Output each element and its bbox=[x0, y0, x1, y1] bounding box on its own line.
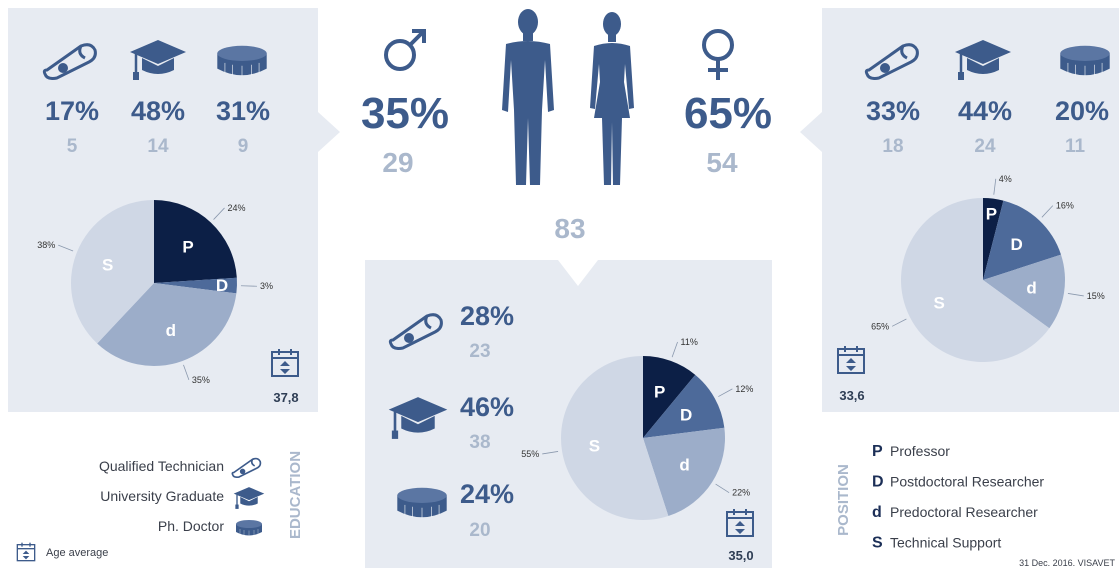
slice-letter: P bbox=[182, 238, 193, 257]
age-legend: Age average bbox=[46, 547, 108, 559]
slice-value-label: 12% bbox=[735, 384, 753, 394]
slice-value-label: 4% bbox=[999, 174, 1012, 184]
stat-percent: 44% bbox=[958, 96, 1012, 126]
age-average: 35,0 bbox=[728, 548, 753, 563]
age-average: 33,6 bbox=[839, 388, 864, 403]
stat-count: 5 bbox=[67, 136, 78, 157]
slice-value-label: 55% bbox=[521, 449, 539, 459]
slice-value-label: 11% bbox=[681, 337, 698, 347]
legend-title: EDUCATION bbox=[287, 451, 304, 539]
graduate-icon bbox=[234, 487, 265, 509]
stat-count: 24 bbox=[974, 136, 996, 157]
doctor-icon bbox=[1060, 46, 1109, 76]
slice-letter: D bbox=[680, 405, 692, 424]
doctor-icon bbox=[397, 488, 446, 518]
slice-letter: d bbox=[679, 455, 689, 474]
legend-label: Technical Support bbox=[890, 535, 1001, 551]
footer: 31 Dec. 2016. VISAVET bbox=[1019, 558, 1115, 568]
legend-label: Ph. Doctor bbox=[158, 518, 224, 534]
leader-line bbox=[241, 286, 257, 287]
legend-label: Postdoctoral Researcher bbox=[890, 474, 1044, 490]
male-count: 29 bbox=[382, 147, 413, 178]
male-symbol bbox=[386, 31, 424, 69]
slice-letter: d bbox=[1026, 279, 1036, 298]
stat-percent: 31% bbox=[216, 96, 270, 126]
slice-letter: S bbox=[102, 256, 113, 275]
age-icon bbox=[17, 543, 34, 561]
slice-letter: P bbox=[654, 383, 665, 402]
infographic: 17% 48% 31% 5 14 9 37,8 33% 44% 20% 18 2… bbox=[0, 0, 1119, 569]
stat-count: 11 bbox=[1065, 136, 1086, 157]
legend-letter: S bbox=[872, 535, 883, 552]
slice-value-label: 22% bbox=[732, 488, 750, 498]
legend-label: Predoctoral Researcher bbox=[890, 504, 1038, 520]
legend-title: POSITION bbox=[835, 464, 852, 536]
male-figure bbox=[502, 9, 554, 185]
female-symbol bbox=[704, 31, 732, 80]
slice-letter: d bbox=[166, 321, 176, 340]
slice-value-label: 3% bbox=[260, 281, 273, 291]
age-average: 37,8 bbox=[273, 390, 298, 405]
stat-count: 14 bbox=[147, 136, 169, 157]
male-percent: 35% bbox=[361, 89, 449, 138]
stat-count: 38 bbox=[469, 432, 490, 453]
doctor-icon bbox=[217, 46, 266, 76]
legend-letter: D bbox=[872, 474, 884, 491]
stat-count: 9 bbox=[238, 136, 249, 157]
female-figure bbox=[590, 12, 634, 185]
stat-percent: 48% bbox=[131, 96, 185, 126]
stat-percent: 33% bbox=[866, 96, 920, 126]
slice-value-label: 38% bbox=[37, 240, 55, 250]
stat-percent: 17% bbox=[45, 96, 99, 126]
female-percent: 65% bbox=[684, 89, 772, 138]
slice-letter: P bbox=[986, 204, 997, 223]
slice-value-label: 24% bbox=[228, 203, 246, 213]
doctor-icon bbox=[236, 520, 262, 536]
legend-label: Qualified Technician bbox=[99, 458, 224, 474]
stat-percent: 20% bbox=[1055, 96, 1109, 126]
stat-percent: 28% bbox=[460, 301, 514, 331]
total-count: 83 bbox=[554, 213, 585, 244]
legend-letter: d bbox=[872, 504, 882, 521]
slice-value-label: 35% bbox=[192, 375, 210, 385]
stat-count: 23 bbox=[469, 341, 490, 362]
legend-letter: P bbox=[872, 443, 883, 460]
slice-value-label: 15% bbox=[1087, 291, 1105, 301]
stat-percent: 24% bbox=[460, 479, 514, 509]
stat-count: 20 bbox=[469, 520, 490, 541]
legend-label: University Graduate bbox=[100, 488, 224, 504]
stat-percent: 46% bbox=[460, 392, 514, 422]
slice-letter: D bbox=[1011, 235, 1023, 254]
stat-count: 18 bbox=[882, 136, 903, 157]
slice-value-label: 65% bbox=[871, 321, 889, 331]
technician-icon bbox=[232, 459, 260, 478]
legend-label: Professor bbox=[890, 443, 950, 459]
slice-letter: S bbox=[933, 293, 944, 312]
slice-value-label: 16% bbox=[1056, 201, 1074, 211]
slice-letter: S bbox=[589, 437, 600, 456]
female-count: 54 bbox=[706, 147, 738, 178]
